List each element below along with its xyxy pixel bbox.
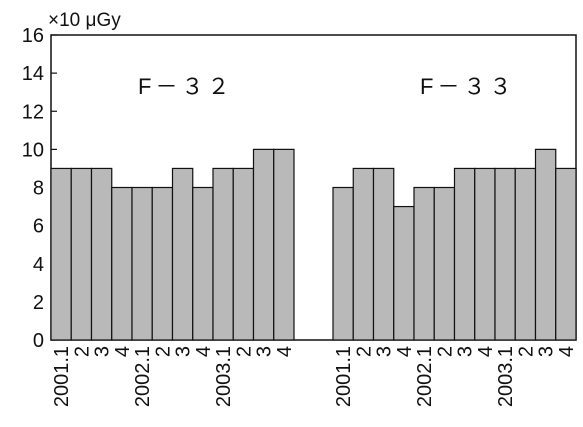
bar-f33: [433, 186, 456, 341]
y-tick-label: 14: [22, 63, 44, 85]
group-label-f33: F－３３: [420, 74, 515, 99]
bar-f32: [70, 167, 93, 341]
x-tick-label: 2003.1: [213, 346, 235, 407]
x-tick-label: 2: [434, 346, 456, 357]
bar-f32: [212, 167, 234, 341]
bar-f32: [273, 148, 295, 341]
x-tick-label: 2002.1: [414, 346, 436, 407]
bar-f32: [131, 186, 153, 341]
x-tick-label: 3: [374, 346, 396, 357]
x-tick-label: 2: [515, 346, 537, 357]
bar-f33: [352, 167, 375, 341]
y-axis: 0 2 4 6 8 10 12 14 16: [22, 25, 57, 352]
bar-f32: [90, 167, 113, 341]
y-tick-label: 10: [22, 139, 44, 161]
x-tick-label: 2: [233, 346, 255, 357]
y-tick-label: 4: [33, 254, 44, 276]
y-tick-label: 12: [22, 101, 44, 123]
bar-f33: [372, 167, 395, 341]
y-tick-label: 16: [22, 25, 44, 47]
unit-label: ×10 μGy: [48, 10, 121, 31]
x-tick-label: 4: [475, 346, 497, 357]
bar-f33: [453, 167, 476, 341]
y-tick-label: 6: [33, 216, 44, 238]
x-tick-label: 2002.1: [132, 346, 154, 407]
x-tick-label: 2001.1: [333, 346, 355, 407]
x-tick-label: 4: [274, 346, 296, 357]
y-tick-label: 8: [33, 178, 44, 200]
x-tick-label: 4: [193, 346, 215, 357]
bar-f33: [474, 167, 496, 341]
y-tick-label: 0: [33, 330, 44, 352]
bar-f33: [534, 148, 557, 341]
x-tick-label: 3: [254, 346, 276, 357]
bar-f33: [332, 186, 354, 341]
bar-f32: [252, 148, 275, 341]
x-tick-label: 4: [394, 346, 416, 357]
bars: [50, 148, 577, 341]
bar-f32: [192, 186, 214, 341]
x-tick-label: 2: [152, 346, 174, 357]
x-tick-label: 4: [556, 346, 578, 357]
x-tick-label: 3: [173, 346, 195, 357]
bar-f32: [50, 167, 72, 341]
x-tick-label: 2001.1: [51, 346, 73, 407]
x-tick-label: 2: [353, 346, 375, 357]
y-tick-label: 2: [33, 292, 44, 314]
bar-f32: [232, 167, 255, 341]
bar-f33: [393, 205, 415, 341]
x-tick-label: 3: [455, 346, 477, 357]
x-tick-label: 2: [71, 346, 93, 357]
x-tick-label: 2003.1: [495, 346, 517, 407]
x-tick-label: 3: [536, 346, 558, 357]
bar-f33: [514, 167, 537, 341]
x-tick-label: 4: [112, 346, 134, 357]
bar-f32: [111, 186, 133, 341]
bar-f32: [151, 186, 174, 341]
bar-f33: [555, 167, 577, 341]
bar-f33: [413, 186, 435, 341]
group-label-f32: F－３２: [138, 74, 233, 99]
bar-f33: [494, 167, 516, 341]
x-tick-label: 3: [92, 346, 114, 357]
bar-f32: [171, 167, 194, 341]
